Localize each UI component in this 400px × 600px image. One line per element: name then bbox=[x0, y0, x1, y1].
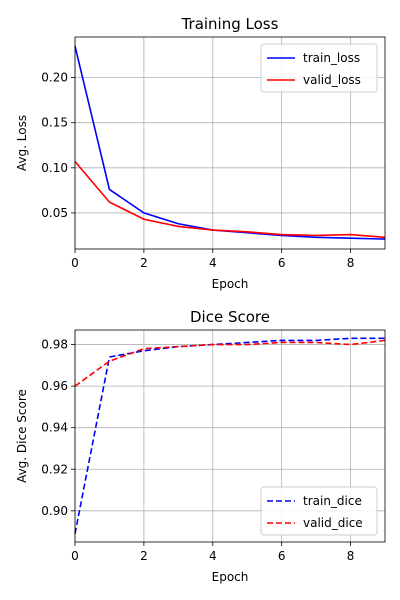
x-ticks: 0 2 4 6 8 bbox=[71, 249, 354, 270]
y-ticks: 0.05 0.10 0.15 0.20 bbox=[41, 71, 75, 220]
plot-frame bbox=[74, 36, 386, 250]
y-tick-label: 0.10 bbox=[41, 161, 68, 175]
chart-title: Training Loss bbox=[181, 15, 279, 33]
y-tick-label: 0.94 bbox=[41, 421, 68, 435]
y-axis-label: Avg. Dice Score bbox=[15, 389, 29, 483]
legend-label-train_loss: train_loss bbox=[303, 51, 360, 65]
x-tick-label: 8 bbox=[347, 256, 355, 270]
x-axis-label: Epoch bbox=[212, 277, 249, 291]
series-line-valid_dice bbox=[74, 339, 386, 387]
y-axis-label: Avg. Loss bbox=[15, 115, 29, 171]
legend: train_loss valid_loss bbox=[260, 43, 378, 93]
series-line-valid_loss bbox=[74, 160, 386, 239]
y-tick-label: 0.98 bbox=[41, 338, 68, 352]
y-tick-label: 0.92 bbox=[41, 462, 68, 476]
series-lines bbox=[74, 45, 386, 240]
x-tick-label: 6 bbox=[278, 549, 286, 563]
y-tick-label: 0.96 bbox=[41, 379, 68, 393]
plot-frame bbox=[74, 329, 386, 543]
dice-score-chart: 0 2 4 6 8 0.90 0.92 0.94 0.96 0.98 Dice Score Ep… bbox=[15, 308, 386, 584]
x-tick-label: 2 bbox=[140, 256, 148, 270]
x-tick-label: 0 bbox=[71, 256, 79, 270]
y-tick-label: 0.20 bbox=[41, 71, 68, 85]
x-axis-label: Epoch bbox=[212, 570, 249, 584]
y-tick-label: 0.05 bbox=[41, 206, 68, 220]
chart-title: Dice Score bbox=[190, 308, 270, 326]
legend-label-valid_loss: valid_loss bbox=[303, 73, 361, 87]
x-ticks: 0 2 4 6 8 bbox=[71, 542, 354, 563]
x-tick-label: 4 bbox=[209, 549, 217, 563]
series-line-train_dice bbox=[74, 337, 385, 534]
x-tick-label: 0 bbox=[71, 549, 79, 563]
x-tick-label: 2 bbox=[140, 549, 148, 563]
legend-label-train_dice: train_dice bbox=[303, 494, 362, 508]
training-loss-chart: 0 2 4 6 8 0.05 0.10 0.15 0.20 Training Loss Epo… bbox=[15, 15, 386, 291]
legend-label-valid_dice: valid_dice bbox=[303, 516, 363, 530]
y-tick-label: 0.15 bbox=[41, 116, 68, 130]
x-tick-label: 6 bbox=[278, 256, 286, 270]
x-tick-label: 8 bbox=[347, 549, 355, 563]
x-tick-label: 4 bbox=[209, 256, 217, 270]
y-tick-label: 0.90 bbox=[41, 504, 68, 518]
y-ticks: 0.90 0.92 0.94 0.96 0.98 bbox=[41, 338, 75, 518]
legend: train_dice valid_dice bbox=[260, 486, 378, 536]
series-lines bbox=[74, 337, 386, 534]
